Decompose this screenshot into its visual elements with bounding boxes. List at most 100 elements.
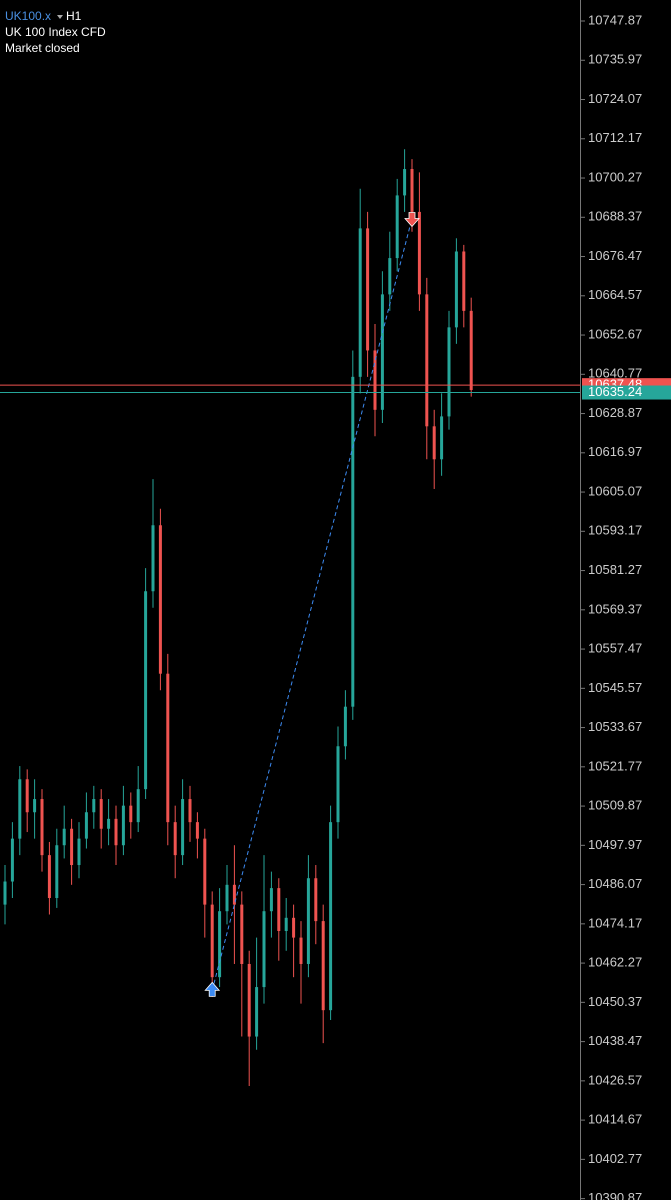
- y-tick-label: 10390.87: [588, 1190, 642, 1200]
- candle-body: [40, 799, 44, 856]
- y-tick-label: 10652.67: [588, 326, 642, 341]
- y-tick-label: 10486.07: [588, 876, 642, 891]
- y-tick-label: 10664.57: [588, 287, 642, 302]
- candle-body: [314, 878, 318, 922]
- candle-body: [306, 878, 310, 964]
- candle-body: [70, 828, 74, 866]
- candle-body: [55, 845, 59, 899]
- y-tick-label: 10747.87: [588, 12, 642, 27]
- instrument-name: UK 100 Index CFD: [5, 25, 106, 39]
- candle-body: [84, 812, 88, 839]
- y-tick-label: 10426.57: [588, 1072, 642, 1087]
- candle-body: [121, 805, 125, 846]
- candle-body: [336, 746, 340, 823]
- symbol[interactable]: UK100.x: [5, 9, 51, 23]
- candle-body: [292, 917, 296, 938]
- y-tick-label: 10533.67: [588, 719, 642, 734]
- y-tick-label: 10545.57: [588, 680, 642, 695]
- market-status: Market closed: [5, 41, 80, 55]
- bid-price-label-bg: [582, 385, 671, 400]
- candle-body: [366, 228, 370, 351]
- y-tick-label: 10712.17: [588, 130, 642, 145]
- plot-layer: 10747.87 10735.97 10724.07 10712.17 10700.27…: [0, 12, 671, 1200]
- y-tick-label: 10593.17: [588, 523, 642, 538]
- candle-body: [343, 706, 347, 747]
- candle-body: [195, 822, 199, 839]
- candle-body: [462, 251, 466, 311]
- candle-body: [151, 525, 155, 592]
- candle-body: [25, 779, 29, 813]
- candle-body: [440, 416, 444, 460]
- candle-body: [3, 881, 7, 905]
- candle-body: [403, 169, 407, 196]
- candle-body: [432, 426, 436, 460]
- candle-body: [373, 350, 377, 410]
- y-tick-label: 10402.77: [588, 1151, 642, 1166]
- timeframe[interactable]: H1: [66, 9, 82, 23]
- candle-body: [181, 799, 185, 856]
- candle-body: [447, 327, 451, 417]
- y-tick-label: 10462.27: [588, 955, 642, 970]
- candle-body: [225, 884, 229, 912]
- candle-body: [136, 789, 140, 823]
- candle-body: [166, 673, 170, 823]
- y-tick-label: 10450.37: [588, 994, 642, 1009]
- candle-body: [99, 799, 103, 829]
- bid-price-label: 10635.24: [588, 384, 642, 399]
- y-tick-label: 10700.27: [588, 169, 642, 184]
- candle-body: [129, 805, 133, 823]
- candle-body: [203, 838, 207, 905]
- candle-body: [255, 987, 259, 1037]
- candle-body: [144, 591, 148, 790]
- sell-arrow: [404, 212, 420, 228]
- candle-body: [240, 904, 244, 964]
- y-tick-label: 10569.37: [588, 601, 642, 616]
- candle-body: [92, 799, 96, 813]
- candle-body: [358, 228, 362, 377]
- y-tick-label: 10557.47: [588, 641, 642, 656]
- y-tick-label: 10676.47: [588, 248, 642, 263]
- candle-body: [232, 884, 236, 905]
- candle-body: [18, 779, 22, 839]
- candle-body: [410, 169, 414, 212]
- candle-body: [351, 376, 355, 707]
- candle-body: [380, 294, 384, 410]
- candle-body: [114, 818, 118, 846]
- candle-body: [77, 838, 81, 866]
- y-tick-label: 10509.87: [588, 798, 642, 813]
- candle-body: [388, 258, 392, 295]
- candle-body: [107, 818, 111, 829]
- y-tick-label: 10735.97: [588, 52, 642, 67]
- candle-body: [277, 888, 281, 931]
- y-tick-label: 10628.87: [588, 405, 642, 420]
- candle-body: [321, 921, 325, 1011]
- candle-body: [33, 799, 37, 813]
- candle-body: [284, 917, 288, 931]
- y-tick-label: 10605.07: [588, 483, 642, 498]
- candle-body: [173, 822, 177, 856]
- candle-body: [210, 904, 214, 978]
- candle-body: [395, 195, 399, 259]
- candle-body: [262, 911, 266, 988]
- y-tick-label: 10497.97: [588, 837, 642, 852]
- y-tick-label: 10688.37: [588, 209, 642, 224]
- candle-body: [269, 888, 273, 912]
- candle-body: [47, 855, 51, 899]
- candle-body: [218, 911, 222, 978]
- dropdown-icon[interactable]: [57, 15, 63, 19]
- y-tick-label: 10581.27: [588, 562, 642, 577]
- candle-body: [247, 963, 251, 1037]
- candle-body: [158, 525, 162, 674]
- candle-body: [10, 838, 14, 882]
- candle-body: [329, 822, 333, 1011]
- y-tick-label: 10414.67: [588, 1112, 642, 1127]
- candle-body: [417, 211, 421, 295]
- y-tick-label: 10640.77: [588, 366, 642, 381]
- candle-body: [454, 251, 458, 328]
- header: UK100.x H1 UK 100 Index CFD Market close…: [5, 9, 106, 55]
- candle-body: [188, 799, 192, 823]
- y-tick-label: 10521.77: [588, 758, 642, 773]
